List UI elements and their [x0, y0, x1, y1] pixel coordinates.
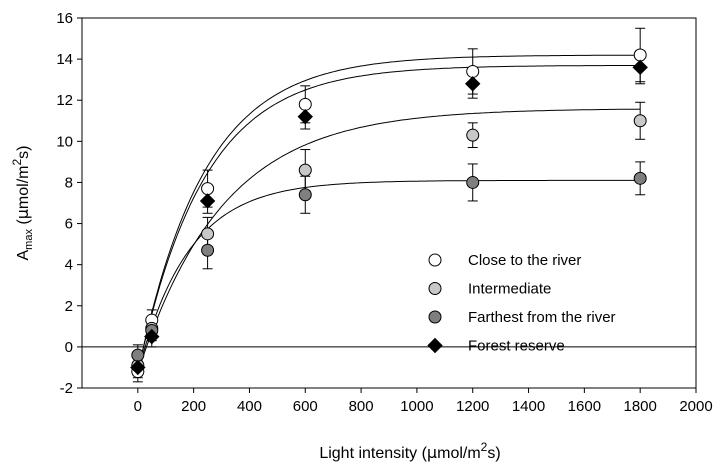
y-tick-label: 2	[65, 298, 73, 315]
y-tick-label: -2	[60, 380, 73, 397]
legend-marker	[428, 310, 442, 324]
data-points	[130, 48, 648, 379]
data-point	[466, 64, 480, 78]
data-point	[144, 328, 160, 345]
data-point	[201, 243, 215, 257]
legend-marker	[427, 337, 443, 354]
y-tick-label: 0	[65, 339, 73, 356]
y-axis: -2 0 2 4 6 8 10 12 14 16	[56, 10, 82, 397]
y-axis-title-open: (	[15, 219, 32, 229]
y-tick-label: 14	[56, 51, 73, 68]
x-axis-title: Light intensity (μmol/m2s)	[319, 440, 500, 462]
y-axis-title-sub: max	[23, 229, 35, 250]
fit-curve	[137, 179, 641, 373]
data-point	[131, 348, 145, 362]
y-axis-title: Amax (μmol/m2s)	[10, 146, 35, 261]
x-tick-label: 0	[134, 398, 142, 415]
data-point	[130, 359, 146, 376]
x-tick-label: 1400	[512, 398, 545, 415]
y-tick-label: 16	[56, 10, 73, 27]
y-tick-label: 12	[56, 92, 73, 109]
data-point	[298, 97, 312, 111]
x-tick-label: 800	[349, 398, 374, 415]
y-axis-title-rest: mol/m	[15, 166, 32, 210]
data-point	[199, 193, 216, 209]
x-tick-label: 1200	[456, 398, 489, 415]
data-point	[201, 182, 215, 196]
y-axis-title-end: s)	[15, 146, 32, 159]
fit-curves	[137, 54, 641, 373]
x-axis-title-sup: 2	[481, 440, 488, 454]
fit-curve	[137, 54, 641, 373]
y-axis-title-main: A	[15, 250, 32, 261]
data-point	[632, 59, 648, 76]
data-point	[465, 76, 481, 92]
data-point	[298, 188, 312, 202]
fit-curve	[137, 64, 641, 373]
x-axis-title-end: s)	[487, 445, 500, 462]
x-tick-label: 400	[237, 398, 262, 415]
x-axis-title-mu: μ	[427, 443, 437, 462]
data-point	[466, 175, 480, 189]
y-tick-label: 8	[65, 174, 73, 191]
legend: Close to the river Intermediate Farthest f…	[427, 252, 616, 355]
x-axis: 0 200 400 600 800 1000 1200 1400 1600 1800 2000	[134, 388, 713, 415]
data-point	[297, 108, 313, 125]
x-axis-title-rest: mol/m	[437, 445, 481, 462]
data-point	[466, 128, 480, 142]
x-tick-label: 1600	[568, 398, 601, 415]
y-tick-label: 6	[65, 216, 73, 233]
data-point	[298, 163, 312, 177]
x-tick-label: 1000	[400, 398, 433, 415]
x-tick-label: 600	[293, 398, 318, 415]
legend-marker	[428, 253, 442, 267]
data-point	[633, 171, 647, 185]
y-tick-label: 10	[56, 133, 73, 150]
data-point	[201, 227, 215, 241]
legend-label: Forest reserve	[468, 338, 565, 355]
y-axis-title-mu: μ	[13, 209, 32, 219]
data-point	[633, 114, 647, 128]
plot-area	[81, 17, 697, 389]
y-axis-title-sup: 2	[10, 159, 24, 166]
data-point	[633, 48, 647, 62]
legend-label: Intermediate	[468, 281, 551, 298]
x-axis-title-main: Light intensity (	[319, 445, 427, 462]
legend-label: Farthest from the river	[468, 309, 616, 326]
x-tick-label: 200	[181, 398, 206, 415]
legend-label: Close to the river	[468, 252, 581, 269]
y-tick-label: 4	[65, 257, 73, 274]
fit-curve	[137, 108, 641, 373]
legend-marker	[428, 282, 442, 295]
x-tick-label: 2000	[679, 398, 712, 415]
x-tick-label: 1800	[623, 398, 656, 415]
